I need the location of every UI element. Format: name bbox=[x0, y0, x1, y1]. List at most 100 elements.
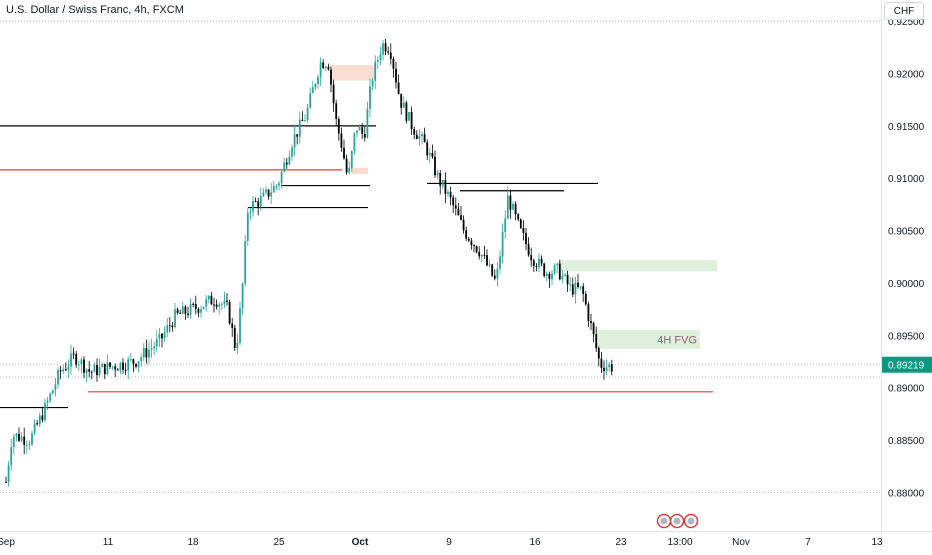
candle-body bbox=[603, 367, 605, 372]
currency-selector[interactable]: CHF bbox=[884, 2, 924, 20]
candle-body bbox=[283, 162, 286, 172]
candle-body bbox=[408, 112, 410, 121]
candle-body bbox=[486, 255, 488, 266]
y-tick-label: 0.90500 bbox=[888, 227, 925, 238]
x-tick-label: Oct bbox=[352, 537, 369, 548]
candle-body bbox=[93, 364, 96, 372]
candle-body bbox=[88, 369, 91, 372]
candle-body bbox=[64, 369, 67, 371]
candle-body bbox=[597, 348, 600, 359]
candle-body bbox=[405, 102, 408, 121]
candle-body bbox=[174, 309, 176, 328]
candle-body bbox=[582, 286, 585, 294]
candle-body bbox=[337, 118, 340, 134]
candle-body bbox=[96, 364, 98, 376]
candle-body bbox=[184, 306, 187, 314]
candle-body bbox=[517, 214, 520, 220]
candle-body bbox=[122, 362, 124, 370]
candle-body bbox=[509, 195, 512, 210]
candle-body bbox=[436, 172, 439, 176]
candle-body bbox=[441, 180, 444, 186]
candle-body bbox=[236, 342, 239, 348]
candle-body bbox=[551, 273, 553, 280]
candle-body bbox=[28, 444, 31, 446]
candle-body bbox=[41, 415, 44, 421]
candle-body bbox=[384, 43, 387, 52]
candle-body bbox=[462, 219, 465, 231]
candle-body bbox=[215, 304, 218, 307]
candle-body bbox=[72, 353, 75, 355]
candle-body bbox=[556, 263, 559, 266]
candle-body bbox=[426, 142, 429, 156]
candle-body bbox=[519, 219, 522, 228]
candle-body bbox=[444, 180, 447, 194]
candle-body bbox=[192, 303, 195, 305]
candle-body bbox=[166, 325, 169, 333]
candle-body bbox=[428, 152, 431, 156]
candle-body bbox=[67, 366, 70, 370]
candle-body bbox=[83, 359, 85, 373]
x-tick-label: 9 bbox=[446, 537, 452, 548]
candle-body bbox=[31, 433, 33, 445]
candle-body bbox=[376, 59, 379, 62]
candle-body bbox=[119, 362, 122, 371]
candle-body bbox=[293, 134, 296, 148]
candle-body bbox=[259, 196, 262, 207]
candle-body bbox=[77, 364, 80, 366]
candle-body bbox=[356, 130, 358, 133]
candle-body bbox=[374, 61, 377, 81]
candle-body bbox=[252, 200, 254, 212]
candle-body bbox=[566, 274, 569, 285]
x-tick-label: 7 bbox=[805, 537, 811, 548]
candle-body bbox=[571, 284, 574, 295]
candle-body bbox=[335, 103, 338, 119]
candle-body bbox=[610, 364, 613, 372]
candle-body bbox=[158, 333, 161, 339]
x-tick-label: 25 bbox=[273, 537, 285, 548]
candle-body bbox=[200, 309, 202, 313]
candle-body bbox=[488, 264, 491, 266]
x-tick-label: 23 bbox=[615, 537, 627, 548]
candle-body bbox=[233, 327, 236, 348]
candle-body bbox=[272, 185, 275, 193]
candle-body bbox=[304, 120, 306, 122]
candle-body bbox=[363, 134, 366, 138]
candle-body bbox=[18, 433, 20, 441]
candle-body bbox=[350, 151, 353, 169]
candle-body bbox=[249, 211, 252, 213]
candle-body bbox=[111, 366, 114, 368]
candle-body bbox=[400, 93, 403, 108]
candle-body bbox=[322, 62, 325, 69]
candle-body bbox=[298, 119, 301, 137]
economic-event-flag-icon bbox=[687, 517, 695, 525]
candle-body bbox=[296, 134, 299, 137]
y-tick-label: 0.92000 bbox=[888, 70, 925, 81]
candle-body bbox=[98, 367, 101, 376]
candle-body bbox=[501, 232, 504, 257]
candle-body bbox=[163, 332, 166, 339]
candle-body bbox=[140, 357, 143, 362]
last-price-label: 0.89219 bbox=[888, 361, 925, 372]
candle-body bbox=[25, 444, 28, 446]
candle-body bbox=[371, 80, 374, 87]
candle-body bbox=[80, 359, 83, 365]
candle-body bbox=[579, 286, 582, 288]
candle-body bbox=[244, 240, 247, 284]
candle-body bbox=[124, 369, 127, 371]
candle-body bbox=[460, 215, 462, 220]
candle-body bbox=[202, 306, 205, 310]
candle-body bbox=[491, 264, 494, 276]
candle-body bbox=[345, 158, 348, 173]
candle-body bbox=[465, 230, 468, 239]
fvg-label: 4H FVG bbox=[657, 334, 697, 346]
candle-body bbox=[522, 227, 525, 233]
candle-body bbox=[366, 108, 369, 138]
y-tick-label: 0.91500 bbox=[888, 122, 925, 133]
candle-body bbox=[561, 275, 564, 280]
candle-body bbox=[210, 295, 213, 305]
candle-body bbox=[410, 112, 413, 129]
candle-body bbox=[480, 254, 483, 257]
candle-body bbox=[15, 433, 18, 437]
candle-body bbox=[452, 197, 455, 206]
